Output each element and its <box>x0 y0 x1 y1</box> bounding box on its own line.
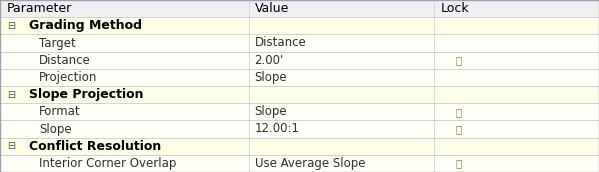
Bar <box>0 0 599 17</box>
Text: Use Average Slope: Use Average Slope <box>255 157 365 170</box>
Text: 🔓: 🔓 <box>455 55 461 65</box>
Text: Distance: Distance <box>255 36 306 50</box>
Bar <box>0 86 599 103</box>
Text: Projection: Projection <box>39 71 97 84</box>
Text: Distance: Distance <box>39 54 90 67</box>
Text: Grading Method: Grading Method <box>29 19 142 32</box>
Text: ⊟: ⊟ <box>7 141 16 151</box>
Text: Interior Corner Overlap: Interior Corner Overlap <box>39 157 176 170</box>
Text: ⊟: ⊟ <box>7 90 16 100</box>
Text: Target: Target <box>39 36 75 50</box>
Text: Lock: Lock <box>440 2 469 15</box>
Text: Conflict Resolution: Conflict Resolution <box>29 140 161 153</box>
Bar <box>0 17 599 34</box>
Bar <box>0 52 599 69</box>
Bar <box>0 120 599 138</box>
Text: ⊟: ⊟ <box>7 21 16 31</box>
Text: Slope: Slope <box>39 122 71 136</box>
Text: Value: Value <box>255 2 289 15</box>
Text: 🔓: 🔓 <box>455 124 461 134</box>
Bar <box>0 69 599 86</box>
Text: 🔓: 🔓 <box>455 107 461 117</box>
Text: 12.00:1: 12.00:1 <box>255 122 300 136</box>
Bar <box>0 103 599 120</box>
Text: 🔓: 🔓 <box>455 158 461 168</box>
Text: Slope Projection: Slope Projection <box>29 88 143 101</box>
Text: Slope: Slope <box>255 105 287 118</box>
Text: Parameter: Parameter <box>7 2 72 15</box>
Text: 2.00': 2.00' <box>255 54 284 67</box>
Bar <box>0 138 599 155</box>
Text: Slope: Slope <box>255 71 287 84</box>
Bar <box>0 34 599 52</box>
Text: Format: Format <box>39 105 80 118</box>
Bar <box>0 155 599 172</box>
